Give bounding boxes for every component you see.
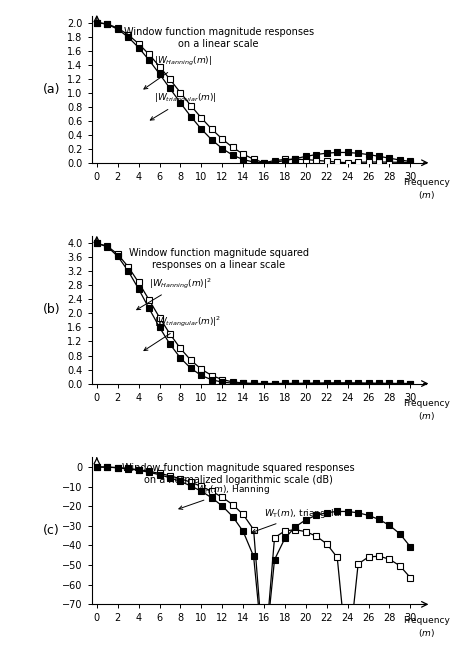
Text: Frequency
$(m)$: Frequency $(m)$ bbox=[402, 616, 449, 639]
Text: (a): (a) bbox=[43, 82, 60, 95]
Text: $W_\mathrm{H}(m)$, Hanning: $W_\mathrm{H}(m)$, Hanning bbox=[179, 483, 270, 509]
Text: $W_\mathrm{T}(m)$, triangular: $W_\mathrm{T}(m)$, triangular bbox=[252, 507, 345, 533]
Text: $|W_{\mathit{triangular}}(m)|^2$: $|W_{\mathit{triangular}}(m)|^2$ bbox=[144, 315, 222, 351]
Text: (b): (b) bbox=[43, 303, 60, 317]
Text: Window function magnitude squared responses
on a normalized logarithmic scale (d: Window function magnitude squared respon… bbox=[122, 463, 355, 485]
Text: $|W_{\mathit{Hanning}}(m)|^2$: $|W_{\mathit{Hanning}}(m)|^2$ bbox=[137, 276, 212, 310]
Text: Window function magnitude squared
responses on a linear scale: Window function magnitude squared respon… bbox=[129, 248, 309, 269]
Text: $|W_{\mathit{triangular}}(m)|$: $|W_{\mathit{triangular}}(m)|$ bbox=[150, 92, 217, 120]
Text: $|W_{\mathit{Hanning}}(m)|$: $|W_{\mathit{Hanning}}(m)|$ bbox=[144, 55, 212, 89]
Text: Frequency
$(m)$: Frequency $(m)$ bbox=[402, 399, 449, 422]
Text: (c): (c) bbox=[43, 525, 60, 537]
Text: Window function magnitude responses
on a linear scale: Window function magnitude responses on a… bbox=[124, 27, 314, 49]
Text: Frequency
$(m)$: Frequency $(m)$ bbox=[402, 178, 449, 201]
